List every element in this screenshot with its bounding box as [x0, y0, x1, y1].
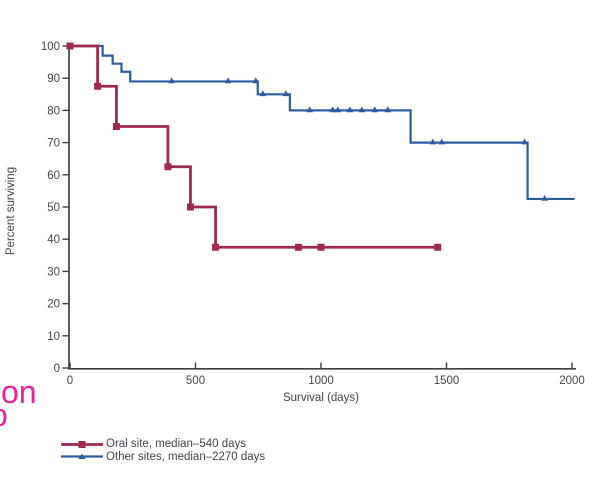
event-square-marker: [317, 243, 325, 251]
series-line-0: [70, 44, 438, 249]
censor-triangle-marker: [358, 106, 366, 113]
event-square-marker: [94, 82, 102, 90]
censor-triangle-marker: [306, 106, 314, 113]
y-tick-label: 60: [47, 170, 60, 182]
y-tick-label: 40: [47, 234, 60, 246]
x-tick-label: 2000: [559, 375, 585, 387]
series-line-1: [70, 44, 575, 201]
y-tick-label: 0: [54, 363, 60, 375]
y-tick-label: 30: [47, 266, 60, 278]
y-tick-label: 90: [47, 73, 60, 85]
y-tick-label: 100: [41, 41, 60, 53]
censor-triangle-marker: [259, 90, 267, 97]
y-tick-label: 20: [47, 299, 60, 311]
censor-triangle-marker: [371, 106, 379, 113]
legend-triangle-marker-icon: [78, 453, 86, 460]
x-axis-title: Survival (days): [282, 392, 360, 404]
censor-triangle-marker: [252, 77, 260, 84]
y-tick-label: 10: [47, 331, 60, 343]
y-tick-label: 70: [47, 138, 60, 150]
y-tick-label: 50: [47, 202, 60, 214]
legend-item-other-sites: Other sites, median–2270 days: [60, 451, 265, 464]
censor-triangle-marker: [541, 194, 548, 201]
x-tick-label: 1500: [434, 375, 460, 387]
event-square-marker: [186, 203, 194, 211]
censor-triangle-marker: [224, 77, 232, 84]
legend-label-oral-site: Oral site, median–540 days: [106, 438, 246, 451]
censor-triangle-marker: [521, 138, 528, 145]
censor-triangle-marker: [346, 106, 354, 113]
x-tick-label: 0: [67, 375, 73, 387]
clipped-caption-fragment-bottom: o: [0, 399, 8, 431]
legend-square-marker-icon: [78, 440, 86, 448]
legend-swatch-oral: [61, 440, 103, 448]
censor-triangle-marker: [429, 138, 436, 145]
event-square-marker: [294, 243, 302, 251]
censor-triangle-marker: [168, 77, 175, 84]
event-square-marker: [164, 163, 172, 171]
censor-triangle-marker: [334, 106, 342, 113]
legend: Oral site, median–540 days Other sites, …: [60, 438, 265, 463]
y-tick-label: 80: [47, 105, 60, 117]
legend-label-other-sites: Other sites, median–2270 days: [106, 450, 266, 463]
y-axis-title: Percent surviving: [5, 166, 17, 256]
legend-swatch-other: [61, 453, 103, 460]
x-tick-label: 1000: [308, 375, 334, 387]
censor-triangle-marker: [282, 90, 290, 97]
event-square-marker: [434, 243, 442, 251]
event-square-marker: [66, 42, 74, 50]
censor-triangle-marker: [329, 106, 337, 113]
censor-triangle-marker: [438, 138, 446, 145]
x-tick-label: 500: [186, 375, 205, 387]
censor-triangle-marker: [384, 106, 392, 113]
event-square-marker: [112, 123, 120, 130]
clipped-caption-fragment-top: on: [1, 374, 37, 410]
event-square-marker: [212, 243, 220, 251]
legend-item-oral-site: Oral site, median–540 days: [60, 438, 265, 451]
